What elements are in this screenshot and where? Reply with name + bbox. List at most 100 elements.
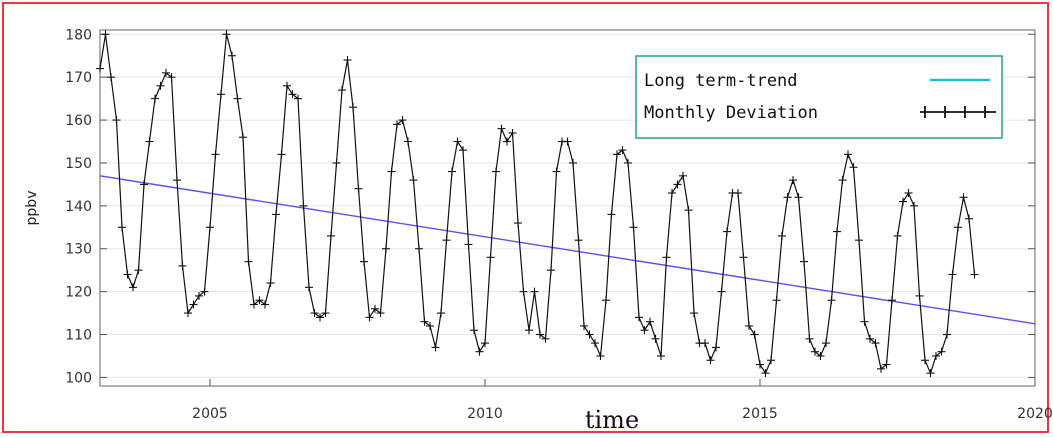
data-point bbox=[899, 197, 907, 206]
data-point bbox=[932, 351, 940, 360]
y-tick-label: 180 bbox=[65, 27, 92, 43]
data-point bbox=[679, 171, 687, 180]
data-point bbox=[596, 351, 605, 360]
data-point bbox=[921, 356, 929, 365]
data-point bbox=[272, 210, 280, 219]
data-point bbox=[376, 309, 385, 318]
series-layer bbox=[96, 30, 1036, 378]
legend-label-trend: Long term-trend bbox=[644, 71, 798, 91]
data-point bbox=[239, 133, 247, 142]
data-point bbox=[657, 351, 665, 360]
data-point bbox=[398, 116, 407, 125]
data-point bbox=[118, 223, 126, 232]
monthly-line bbox=[99, 34, 976, 375]
data-point bbox=[277, 150, 286, 159]
legend-box bbox=[635, 55, 1003, 139]
data-point bbox=[750, 330, 759, 339]
data-point bbox=[387, 167, 396, 176]
data-point bbox=[888, 296, 896, 305]
data-point bbox=[459, 146, 467, 155]
data-point bbox=[662, 253, 671, 262]
data-point bbox=[591, 339, 599, 348]
data-point bbox=[717, 287, 726, 296]
y-tick-label: 160 bbox=[65, 113, 92, 129]
data-point bbox=[497, 124, 506, 133]
data-point bbox=[767, 356, 775, 365]
data-point bbox=[838, 176, 847, 185]
data-point bbox=[915, 291, 924, 300]
data-point bbox=[316, 313, 324, 322]
data-point bbox=[195, 291, 203, 300]
data-point bbox=[816, 351, 825, 360]
data-point bbox=[690, 309, 698, 318]
data-point bbox=[954, 223, 962, 232]
data-point bbox=[288, 90, 297, 99]
y-tick-label: 120 bbox=[65, 285, 92, 301]
y-tick-label: 100 bbox=[65, 370, 92, 386]
data-point bbox=[519, 287, 528, 296]
data-point bbox=[244, 257, 253, 266]
data-point bbox=[492, 167, 500, 176]
data-point bbox=[706, 356, 715, 365]
data-point bbox=[437, 309, 445, 318]
data-point bbox=[255, 296, 264, 305]
data-point bbox=[877, 364, 885, 373]
data-point bbox=[409, 176, 418, 185]
data-point bbox=[261, 300, 269, 309]
data-point bbox=[228, 51, 236, 60]
data-point bbox=[382, 244, 390, 253]
data-point bbox=[310, 309, 319, 318]
data-point bbox=[536, 330, 544, 339]
data-point bbox=[563, 137, 572, 146]
data-point bbox=[811, 347, 819, 356]
y-axis-label: ppbv bbox=[24, 191, 40, 226]
data-point bbox=[794, 193, 803, 202]
data-point bbox=[448, 167, 456, 176]
data-point bbox=[453, 137, 462, 146]
data-point bbox=[442, 236, 451, 245]
data-point bbox=[970, 270, 979, 279]
data-point bbox=[266, 279, 275, 288]
data-point bbox=[827, 296, 836, 305]
data-point bbox=[739, 253, 748, 262]
data-point bbox=[420, 317, 429, 326]
data-point bbox=[844, 150, 852, 159]
data-point bbox=[778, 231, 786, 240]
data-point bbox=[162, 68, 170, 77]
data-point bbox=[530, 287, 539, 296]
data-point bbox=[613, 150, 621, 159]
data-point bbox=[294, 94, 302, 103]
data-point bbox=[833, 227, 841, 236]
data-point bbox=[184, 309, 192, 318]
data-point bbox=[904, 188, 913, 197]
data-point bbox=[602, 296, 610, 305]
legend-swatches bbox=[920, 78, 996, 118]
data-point bbox=[684, 206, 693, 215]
data-point bbox=[343, 56, 352, 65]
data-point bbox=[926, 369, 935, 378]
data-point bbox=[756, 360, 764, 369]
data-point bbox=[217, 90, 225, 99]
y-tick-label: 130 bbox=[65, 242, 92, 258]
x-tick-label: 2015 bbox=[742, 406, 778, 422]
data-point bbox=[547, 266, 555, 275]
data-point bbox=[937, 347, 946, 356]
data-point bbox=[211, 150, 220, 159]
data-point bbox=[882, 360, 891, 369]
data-point bbox=[761, 369, 770, 378]
data-point bbox=[585, 330, 594, 339]
data-point bbox=[772, 296, 781, 305]
data-point bbox=[156, 81, 165, 90]
data-point bbox=[635, 313, 643, 322]
data-point bbox=[283, 81, 291, 90]
data-point bbox=[305, 283, 313, 292]
y-tick-label: 170 bbox=[65, 70, 92, 86]
data-point bbox=[250, 300, 258, 309]
data-point bbox=[701, 339, 709, 348]
data-point bbox=[481, 339, 489, 348]
y-tick-label: 150 bbox=[65, 156, 92, 172]
data-point bbox=[167, 73, 176, 82]
data-point bbox=[349, 103, 357, 112]
